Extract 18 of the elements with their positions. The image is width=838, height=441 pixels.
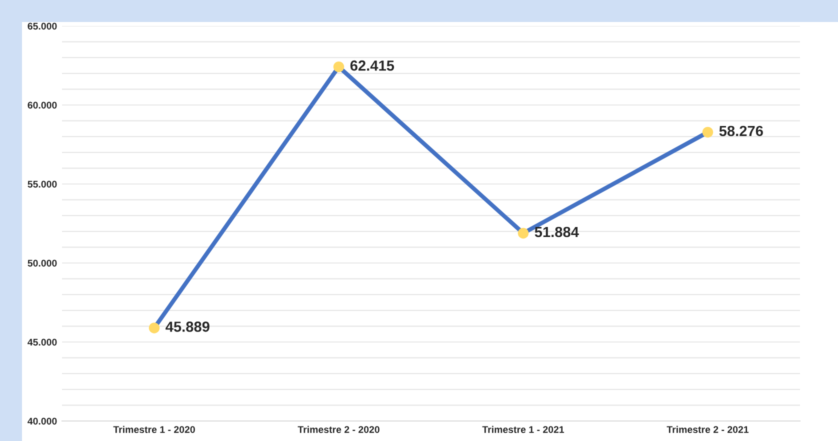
point xyxy=(518,228,529,239)
point xyxy=(148,322,160,334)
x-tick-label: Trimestre 1 - 2021 xyxy=(482,426,564,433)
point xyxy=(702,126,714,138)
y-tick-label: 40.000 xyxy=(28,418,57,425)
y-tick-label: 55.000 xyxy=(28,180,57,188)
x-tick-label: Trimestre 1 - 2020 xyxy=(113,426,195,433)
x-tick-label: Trimestre 2 - 2021 xyxy=(666,426,749,433)
x-tick-label: Trimestre 2 - 2020 xyxy=(298,426,380,433)
data-label: 51.884 xyxy=(534,226,579,238)
data-label: 62.415 xyxy=(350,60,394,71)
data-label: 58.276 xyxy=(719,126,763,136)
y-tick-label: 65.000 xyxy=(28,22,57,30)
y-tick-label: 50.000 xyxy=(28,260,57,267)
y-tick-label: 60.000 xyxy=(28,102,57,109)
y-tick-label: 45.000 xyxy=(28,338,57,346)
data-label: 45.889 xyxy=(166,322,210,332)
point xyxy=(333,61,344,72)
